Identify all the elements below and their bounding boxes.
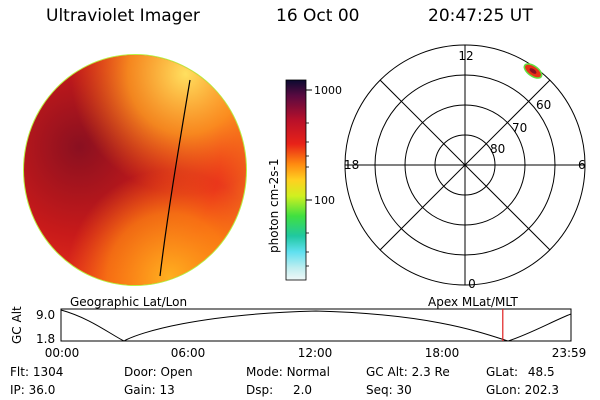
geographic-label: Geographic Lat/Lon <box>70 295 188 309</box>
polar-label-0: 0 <box>468 277 476 291</box>
timeline-tick-2: 12:00 <box>298 346 333 360</box>
timeline-tick-1: 06:00 <box>171 346 206 360</box>
info-flt: Flt: 1304 <box>10 365 64 379</box>
colorbar-tick-1000: 1000 <box>314 84 342 97</box>
polar-label-12: 12 <box>458 49 473 63</box>
timeline-tick-3: 18:00 <box>425 346 460 360</box>
info-seq: Seq: 30 <box>366 383 412 397</box>
earth-image <box>23 54 247 286</box>
timeline-tick-4: 23:59 <box>552 346 587 360</box>
info-gain: Gain: 13 <box>124 383 175 397</box>
polar-lat-70: 70 <box>512 121 527 135</box>
app-title: Ultraviolet Imager <box>46 6 200 26</box>
terminator-line <box>159 79 191 277</box>
colorbar-label: photon cm-2s-1 <box>267 159 281 254</box>
date-label: 16 Oct 00 <box>276 6 360 26</box>
colorbar-tick-100: 100 <box>314 194 335 207</box>
timeline-tick-0: 00:00 <box>45 346 80 360</box>
apex-label: Apex MLat/MLT <box>428 295 518 309</box>
colorbar: 1000 100 photon cm-2s-1 <box>267 79 342 281</box>
time-label: 20:47:25 UT <box>428 6 533 26</box>
polar-label-18: 18 <box>344 158 359 172</box>
timeline-ylabel: GC Alt <box>10 306 24 344</box>
polar-lat-80: 80 <box>490 142 505 156</box>
info-gcalt: GC Alt: 2.3 Re <box>366 365 450 379</box>
polar-lat-60: 60 <box>536 98 551 112</box>
info-mode: Mode: Normal <box>246 365 330 379</box>
info-dsp: Dsp: 2.0 <box>246 383 313 397</box>
timeline-ymin: 1.8 <box>36 332 55 346</box>
polar-label-6: 6 <box>578 158 586 172</box>
info-door: Door: Open <box>124 365 193 379</box>
orbit-timeline: 9.0 1.8 GC Alt 00:00 06:00 12:00 18:00 2… <box>10 306 587 360</box>
polar-plot: 12 0 18 6 60 70 80 <box>344 44 586 291</box>
timeline-ymax: 9.0 <box>36 308 55 322</box>
info-glon: GLon: 202.3 <box>486 383 559 397</box>
info-ip: IP: 36.0 <box>10 383 56 397</box>
info-glat: GLat: 48.5 <box>486 365 555 379</box>
